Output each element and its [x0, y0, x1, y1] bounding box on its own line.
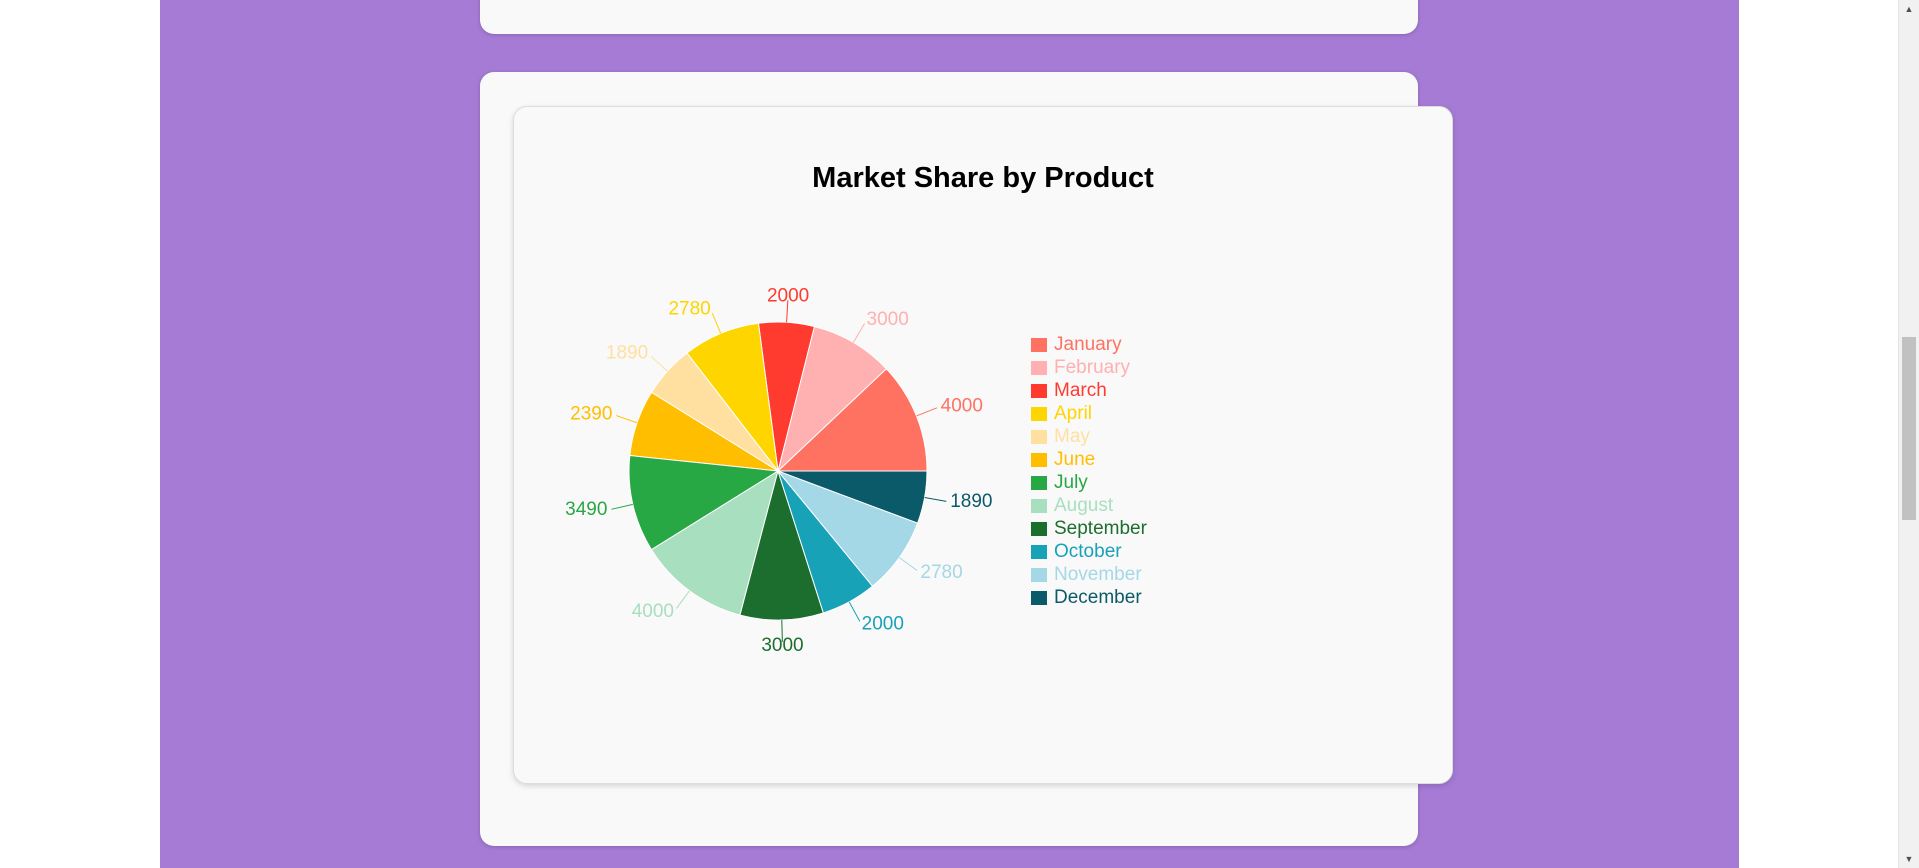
leader-line-april — [711, 312, 722, 334]
legend-swatch-july[interactable] — [1031, 476, 1047, 490]
legend-swatch-december[interactable] — [1031, 591, 1047, 605]
leader-line-may — [650, 355, 668, 372]
leader-line-november — [898, 557, 918, 571]
legend-label-october[interactable]: October — [1054, 541, 1122, 562]
legend-swatch-march[interactable] — [1031, 384, 1047, 398]
leader-line-january — [916, 407, 938, 417]
legend-label-september[interactable]: September — [1054, 518, 1148, 539]
data-label-june: 2390 — [570, 403, 612, 424]
leader-line-july — [611, 503, 633, 510]
pie-data-labels: 4000 3000 2000 2780 1890 2390 3490 4000 3000 2000… — [565, 285, 992, 656]
legend-label-june[interactable]: June — [1054, 449, 1095, 470]
leader-line-december — [924, 496, 947, 502]
legend-swatch-april[interactable] — [1031, 407, 1047, 421]
data-label-may: 1890 — [606, 343, 648, 364]
data-label-october: 2000 — [862, 614, 904, 635]
leader-line-june — [616, 415, 638, 424]
chart-title: Market Share by Product — [812, 162, 1154, 194]
data-label-july: 3490 — [565, 499, 607, 520]
pie-slice-february[interactable] — [777, 325, 888, 473]
scroll-down-arrow[interactable]: ▼ — [1904, 854, 1914, 864]
pie-chart: 4000 3000 2000 2780 1890 2390 3490 4000 3000 2000… — [565, 285, 1148, 656]
pie-slices — [628, 321, 928, 621]
data-label-december: 1890 — [950, 491, 992, 512]
legend-swatch-september[interactable] — [1031, 522, 1047, 536]
legend-label-march[interactable]: March — [1054, 380, 1107, 401]
legend-label-february[interactable]: February — [1054, 357, 1131, 378]
legend-label-december[interactable]: December — [1054, 587, 1142, 608]
pie-leader-lines — [611, 300, 947, 642]
data-label-september: 3000 — [761, 635, 803, 656]
data-label-november: 2780 — [920, 562, 962, 583]
chart-card: Market Share by Product 4000 3000 2000 2780… — [513, 106, 1453, 784]
legend-swatch-january[interactable] — [1031, 338, 1047, 352]
data-label-april: 2780 — [668, 298, 710, 319]
legend-swatch-may[interactable] — [1031, 430, 1047, 444]
leader-line-march — [786, 300, 789, 323]
leader-line-august — [675, 590, 690, 609]
data-label-march: 2000 — [767, 285, 809, 306]
legend-label-may[interactable]: May — [1054, 426, 1090, 447]
previous-card — [480, 0, 1418, 34]
legend-label-july[interactable]: July — [1054, 472, 1088, 493]
vertical-scrollbar[interactable]: ▲ ▼ — [1898, 0, 1919, 868]
legend-label-november[interactable]: November — [1054, 564, 1142, 585]
legend-swatch-october[interactable] — [1031, 545, 1047, 559]
legend-swatch-november[interactable] — [1031, 568, 1047, 582]
legend-swatch-june[interactable] — [1031, 453, 1047, 467]
scroll-up-arrow[interactable]: ▲ — [1904, 4, 1914, 14]
leader-line-september — [781, 619, 783, 642]
legend-label-august[interactable]: August — [1054, 495, 1114, 516]
legend-label-april[interactable]: April — [1054, 403, 1092, 424]
legend-swatch-august[interactable] — [1031, 499, 1047, 513]
data-label-january: 4000 — [941, 395, 983, 416]
pie-slice-september[interactable] — [739, 469, 824, 621]
data-label-august: 4000 — [632, 601, 674, 622]
scrollbar-thumb[interactable] — [1902, 337, 1916, 520]
leader-line-february — [852, 323, 865, 343]
leader-line-october — [848, 601, 861, 622]
data-label-february: 3000 — [867, 309, 909, 330]
legend-swatch-february[interactable] — [1031, 361, 1047, 375]
chart-legend: JanuaryFebruaryMarchAprilMayJuneJulyAugu… — [1031, 334, 1148, 608]
legend-label-january[interactable]: January — [1054, 334, 1122, 355]
